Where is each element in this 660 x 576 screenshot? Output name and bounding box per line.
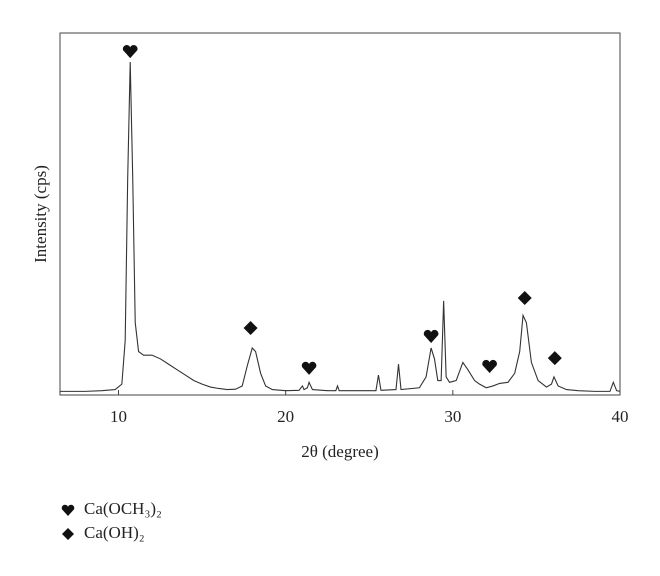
phase-marker [482, 359, 497, 374]
x-axis-label: 2θ (degree) [301, 442, 379, 461]
phase-marker [517, 290, 532, 305]
phase-marker [301, 361, 317, 375]
x-tick-label: 20 [277, 407, 294, 426]
plot-frame [59, 32, 621, 396]
phase-marker [122, 44, 138, 59]
legend-symbol [62, 528, 74, 540]
phase-marker [243, 321, 258, 336]
xrd-line [60, 61, 621, 392]
y-axis-label: Intensity (cps) [31, 165, 50, 263]
phase-marker [423, 329, 439, 343]
x-tick-label: 10 [110, 407, 127, 426]
phase-marker [547, 351, 562, 366]
x-tick-label: 40 [612, 407, 629, 426]
legend-symbol [61, 504, 75, 516]
legend-label: Ca(OCH₃)₂ [84, 499, 162, 518]
legend-label: Ca(OH)₂ [84, 523, 145, 542]
x-tick-label: 30 [444, 407, 461, 426]
